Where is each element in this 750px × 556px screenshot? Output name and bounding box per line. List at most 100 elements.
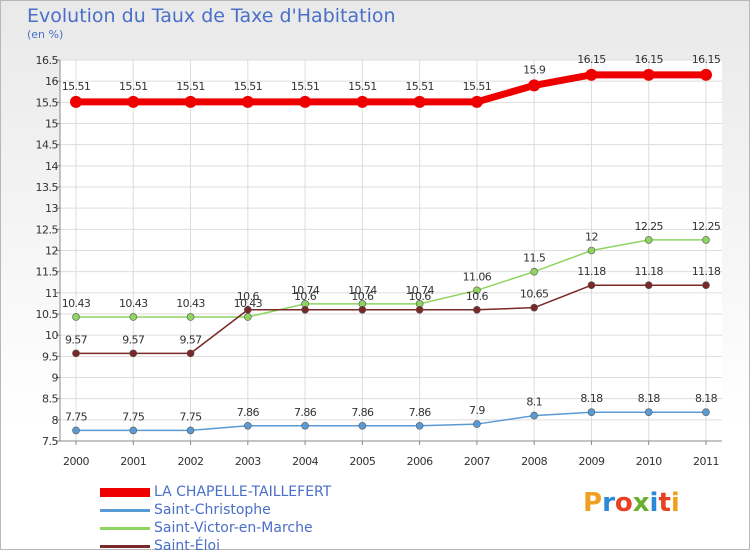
x-tick-label: 2005 [349, 455, 375, 468]
x-tick-label: 2009 [578, 455, 604, 468]
data-label: 15.51 [291, 80, 320, 93]
data-label: 7.86 [409, 406, 432, 419]
y-tick-label: 10 [45, 329, 58, 342]
legend-label: LA CHAPELLE-TAILLEFERT [154, 484, 332, 500]
data-point [587, 246, 596, 255]
data-point [700, 68, 712, 81]
series-line [75, 284, 707, 355]
x-tick-label: 2008 [521, 455, 547, 468]
legend-label: Saint-Victor-en-Marche [154, 520, 313, 536]
data-point [184, 95, 197, 108]
data-label: 15.51 [119, 80, 148, 93]
data-point [186, 313, 195, 321]
proxiti-logo: Proxiti [583, 488, 680, 518]
chart-title: Evolution du Taux de Taxe d'Habitation [27, 5, 396, 27]
logo-letter: t [658, 488, 671, 518]
y-tick-label: 11.5 [36, 266, 59, 279]
data-point [530, 303, 538, 312]
data-label: 7.9 [469, 404, 485, 417]
data-label: 7.75 [65, 410, 88, 423]
legend-swatch [100, 527, 150, 530]
x-tick-label: 2001 [120, 455, 146, 468]
data-point [702, 408, 710, 417]
data-point [585, 68, 598, 81]
data-point [587, 281, 596, 290]
data-label: 11.18 [577, 265, 606, 278]
data-point [244, 421, 252, 430]
data-label: 15.51 [405, 80, 434, 93]
chart-subtitle: (en %) [27, 28, 64, 41]
data-point [70, 95, 82, 108]
data-point [186, 426, 195, 435]
y-tick-label: 9 [52, 372, 59, 385]
data-label: 16.15 [692, 53, 721, 66]
data-label: 9.57 [122, 333, 145, 346]
y-tick-label: 12 [45, 245, 58, 258]
data-point [244, 305, 252, 314]
x-tick-label: 2004 [292, 455, 318, 468]
series-line [75, 411, 707, 432]
data-point [642, 68, 655, 81]
x-tick-label: 2003 [235, 455, 261, 468]
data-label: 10.74 [405, 284, 434, 297]
data-point [127, 95, 140, 108]
y-tick-label: 14.5 [36, 139, 59, 152]
data-label: 9.57 [65, 333, 88, 346]
logo-letter: x [632, 488, 650, 518]
data-point [530, 411, 538, 420]
logo-letter: r [602, 488, 615, 518]
legend-swatch [100, 545, 150, 548]
data-label: 10.43 [234, 297, 263, 310]
y-tick-label: 10.5 [36, 308, 59, 321]
data-point [644, 236, 653, 244]
data-point [470, 95, 483, 108]
x-tick-label: 2010 [636, 455, 662, 468]
data-label: 10.6 [294, 290, 317, 303]
y-tick-label: 15 [45, 118, 58, 131]
legend-item: LA CHAPELLE-TAILLEFERT [100, 484, 400, 502]
data-point [186, 349, 195, 358]
legend: LA CHAPELLE-TAILLEFERT Saint-Christophe Sa… [100, 484, 400, 556]
data-label: 10.65 [520, 288, 549, 301]
y-tick-label: 9.5 [42, 350, 58, 363]
data-label: 9.57 [179, 333, 202, 346]
x-tick-label: 2000 [63, 455, 89, 468]
data-point [301, 421, 309, 430]
data-label: 10.6 [409, 290, 432, 303]
data-point [530, 267, 538, 276]
data-point [301, 305, 309, 314]
data-point [473, 286, 481, 295]
data-label: 7.86 [351, 406, 374, 419]
x-tick-label: 2011 [693, 455, 719, 468]
data-label: 11.18 [634, 265, 663, 278]
data-label: 15.9 [523, 63, 546, 76]
data-label: 8.18 [580, 392, 603, 405]
series [70, 68, 712, 435]
data-point [415, 421, 424, 430]
y-tick-label: 16 [45, 75, 58, 88]
legend-swatch [100, 509, 150, 512]
data-point [358, 305, 367, 314]
grid [60, 59, 722, 442]
legend-item: Saint-Éloi [100, 538, 400, 556]
data-point [244, 313, 252, 321]
y-tick-label: 7.5 [42, 435, 58, 448]
data-point [241, 95, 254, 108]
data-label: 11.18 [692, 265, 721, 278]
data-point [587, 408, 596, 417]
data-point [72, 426, 80, 435]
data-point [129, 313, 138, 321]
data-label: 10.43 [119, 297, 148, 310]
data-label: 11.5 [523, 252, 546, 265]
data-point [644, 408, 653, 417]
logo-letter: o [614, 488, 633, 518]
data-label: 12.25 [634, 220, 663, 233]
data-labels: 15.51 15.51 15.51 15.51 15.51 15.51 15.51 15.51… [62, 53, 722, 424]
data-point [413, 95, 426, 108]
y-tick-label: 8.5 [42, 393, 58, 406]
series-line [72, 71, 710, 106]
legend-label: Saint-Éloi [154, 538, 220, 554]
legend-item: Saint-Christophe [100, 502, 400, 520]
logo-letter: i [649, 488, 659, 518]
data-point [72, 349, 80, 358]
